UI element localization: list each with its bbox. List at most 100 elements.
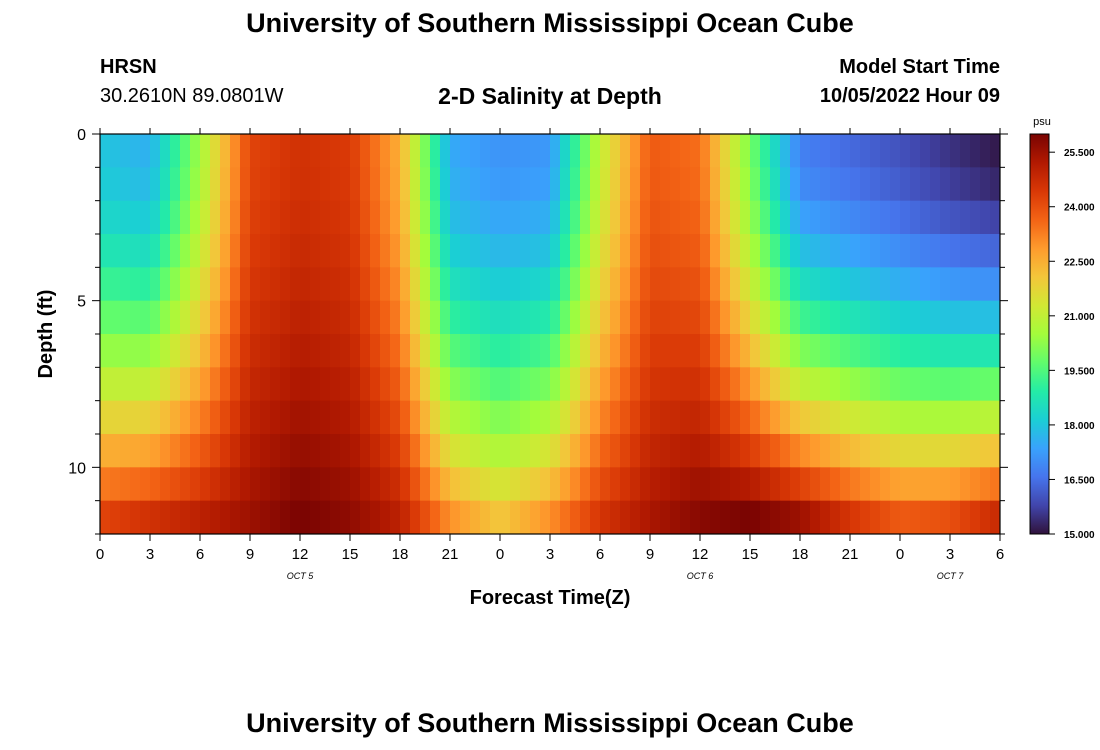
- heatmap-cell: [990, 200, 1001, 235]
- heatmap-cell: [770, 234, 781, 268]
- heatmap-cell: [690, 467, 701, 502]
- heatmap-cell: [570, 234, 581, 268]
- heatmap-cell: [980, 467, 991, 502]
- heatmap-cell: [540, 467, 551, 502]
- heatmap-cell: [680, 467, 691, 502]
- heatmap-cell: [450, 134, 461, 168]
- heatmap-cell: [680, 200, 691, 235]
- heatmap-cell: [590, 467, 601, 502]
- heatmap-cell: [100, 267, 111, 302]
- heatmap-cell: [360, 434, 371, 468]
- heatmap-cell: [580, 200, 591, 235]
- heatmap-cell: [590, 434, 601, 468]
- colorbar-tick-label: 16.500: [1064, 475, 1095, 486]
- heatmap-cell: [240, 300, 251, 335]
- heatmap-cell: [780, 467, 791, 502]
- heatmap-cell: [740, 134, 751, 168]
- heatmap-cell: [660, 134, 671, 168]
- heatmap-cell: [480, 134, 491, 168]
- heatmap-cell: [500, 500, 511, 535]
- heatmap-cell: [170, 234, 181, 268]
- heatmap-cell: [550, 167, 561, 202]
- heatmap-cell: [850, 167, 861, 202]
- heatmap-cell: [430, 234, 441, 268]
- x-tick-label: 15: [342, 546, 359, 563]
- heatmap-cell: [240, 134, 251, 168]
- heatmap-cell: [690, 134, 701, 168]
- main-title: University of Southern Mississippi Ocean…: [246, 8, 854, 38]
- heatmap-cell: [260, 434, 271, 468]
- heatmap-cell: [200, 134, 211, 168]
- colorbar-tick-label: 19.500: [1064, 366, 1095, 377]
- heatmap-cell: [480, 300, 491, 335]
- heatmap-cell: [780, 200, 791, 235]
- heatmap-cell: [710, 467, 721, 502]
- heatmap-cell: [960, 234, 971, 268]
- heatmap-cell: [420, 500, 431, 535]
- heatmap-cell: [650, 434, 661, 468]
- heatmap-cell: [730, 400, 741, 435]
- heatmap-cell: [450, 467, 461, 502]
- heatmap-cell: [810, 200, 821, 235]
- heatmap-cell: [870, 267, 881, 302]
- heatmap-cell: [890, 500, 901, 535]
- heatmap-cell: [740, 467, 751, 502]
- heatmap-cell: [690, 500, 701, 535]
- heatmap-cell: [540, 400, 551, 435]
- heatmap-cell: [640, 500, 651, 535]
- heatmap-cell: [550, 300, 561, 335]
- heatmap-cell: [480, 334, 491, 368]
- heatmap-cell: [780, 500, 791, 535]
- x-tick-label: 12: [692, 546, 709, 563]
- heatmap-cell: [140, 434, 151, 468]
- heatmap-cell: [900, 300, 911, 335]
- heatmap-cell: [740, 200, 751, 235]
- heatmap-cell: [410, 300, 421, 335]
- heatmap-cell: [340, 134, 351, 168]
- heatmap-cell: [440, 267, 451, 302]
- heatmap-cell: [630, 300, 641, 335]
- heatmap-cell: [390, 200, 401, 235]
- heatmap-cell: [980, 267, 991, 302]
- heatmap-cell: [120, 167, 131, 202]
- heatmap-cell: [800, 300, 811, 335]
- heatmap-cell: [210, 167, 221, 202]
- heatmap-cell: [730, 334, 741, 368]
- heatmap-cell: [540, 367, 551, 402]
- heatmap-cell: [280, 234, 291, 268]
- heatmap-cell: [580, 334, 591, 368]
- heatmap-cell: [310, 300, 321, 335]
- heatmap-cell: [600, 134, 611, 168]
- heatmap-cell: [240, 167, 251, 202]
- heatmap-cell: [670, 167, 681, 202]
- heatmap-cell: [970, 167, 981, 202]
- heatmap-cell: [880, 200, 891, 235]
- heatmap-cell: [670, 500, 681, 535]
- heatmap-cell: [750, 234, 761, 268]
- heatmap-cell: [950, 300, 961, 335]
- heatmap-cell: [540, 200, 551, 235]
- heatmap-cell: [770, 300, 781, 335]
- heatmap-cell: [990, 367, 1001, 402]
- heatmap-cell: [700, 400, 711, 435]
- heatmap-cell: [450, 500, 461, 535]
- heatmap-cell: [490, 134, 501, 168]
- heatmap-cell: [650, 334, 661, 368]
- heatmap-cell: [350, 334, 361, 368]
- heatmap-cell: [600, 367, 611, 402]
- heatmap-cell: [300, 400, 311, 435]
- heatmap-cell: [310, 167, 321, 202]
- heatmap-cell: [490, 367, 501, 402]
- heatmap-cell: [210, 300, 221, 335]
- heatmap-cell: [630, 500, 641, 535]
- heatmap-cell: [830, 134, 841, 168]
- heatmap-cell: [380, 434, 391, 468]
- heatmap-cell: [790, 334, 801, 368]
- heatmap-cell: [540, 300, 551, 335]
- heatmap-cell: [860, 200, 871, 235]
- heatmap-cell: [430, 300, 441, 335]
- heatmap-cell: [880, 334, 891, 368]
- heatmap-cell: [630, 234, 641, 268]
- heatmap-cell: [710, 234, 721, 268]
- heatmap-cell: [560, 367, 571, 402]
